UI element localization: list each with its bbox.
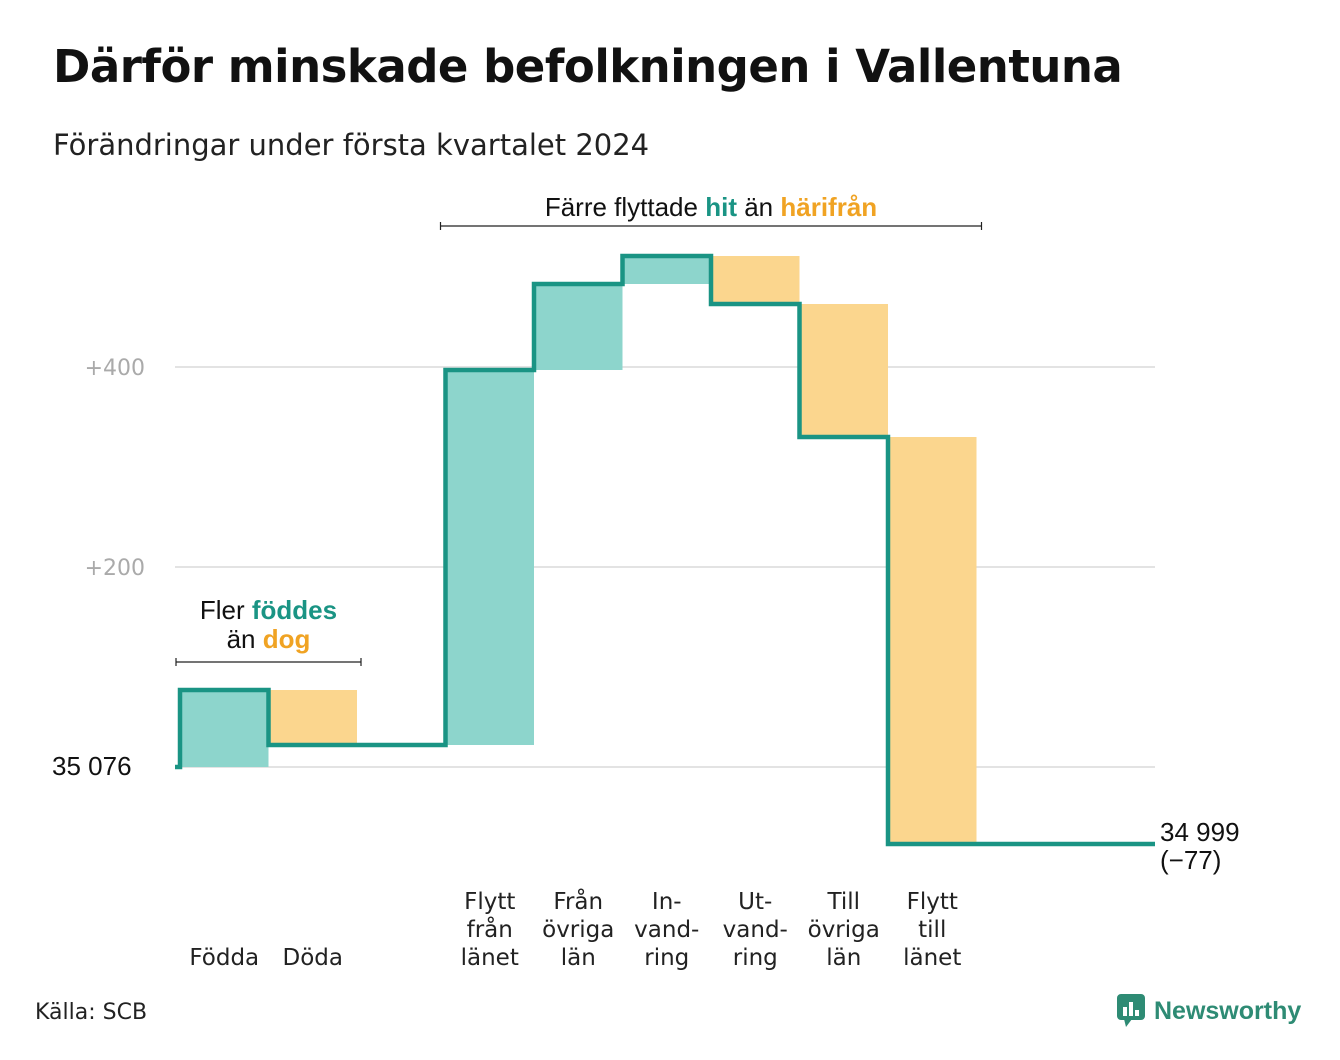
source-note: Källa: SCB: [35, 1000, 148, 1025]
end-value-label: 34 999: [1160, 817, 1240, 847]
brand-name: Newsworthy: [1154, 996, 1302, 1025]
start-value-label: 35 076: [52, 751, 132, 781]
category-label: Födda: [189, 945, 259, 971]
decrease-bar: [711, 256, 800, 304]
annotation-migration: Färre flyttade hit än härifrån: [545, 192, 877, 222]
annotation-migration-bracket: [439, 222, 983, 230]
category-label: Ut-vand-ring: [723, 889, 788, 971]
category-label: Till övriga län: [808, 889, 880, 971]
annotation-births-bracket: [175, 658, 362, 666]
bars: [180, 256, 977, 844]
brand-logo: Newsworthy: [1116, 993, 1301, 1029]
newsworthy-logo-icon: [1117, 994, 1145, 1027]
increase-bar: [534, 284, 623, 370]
decrease-bar: [888, 437, 977, 844]
end-change-label: (−77): [1160, 845, 1221, 875]
annotation-births-line1: Fler föddes: [200, 595, 337, 625]
annotation-births-line2: än dog: [227, 624, 311, 654]
category-label: Från övriga län: [542, 887, 614, 971]
gridlines: +400 +200: [85, 356, 1155, 768]
increase-bar: [180, 690, 269, 767]
chart-title: Därför minskade befolkningen i Vallentun…: [53, 40, 1123, 93]
increase-bar: [445, 370, 534, 745]
category-label: Flytt till länet: [903, 889, 961, 971]
increase-bar: [622, 256, 711, 284]
category-label: In-vand-ring: [634, 889, 699, 971]
y-tick-label: +200: [85, 556, 145, 581]
category-label: Döda: [283, 945, 343, 971]
category-label: Flytt från länet: [461, 889, 519, 971]
decrease-bar: [799, 304, 888, 437]
y-tick-label: +400: [85, 356, 145, 381]
cumulative-step-line: [175, 253, 1155, 847]
decrease-bar: [268, 690, 357, 745]
chart-subtitle: Förändringar under första kvartalet 2024: [53, 128, 650, 162]
